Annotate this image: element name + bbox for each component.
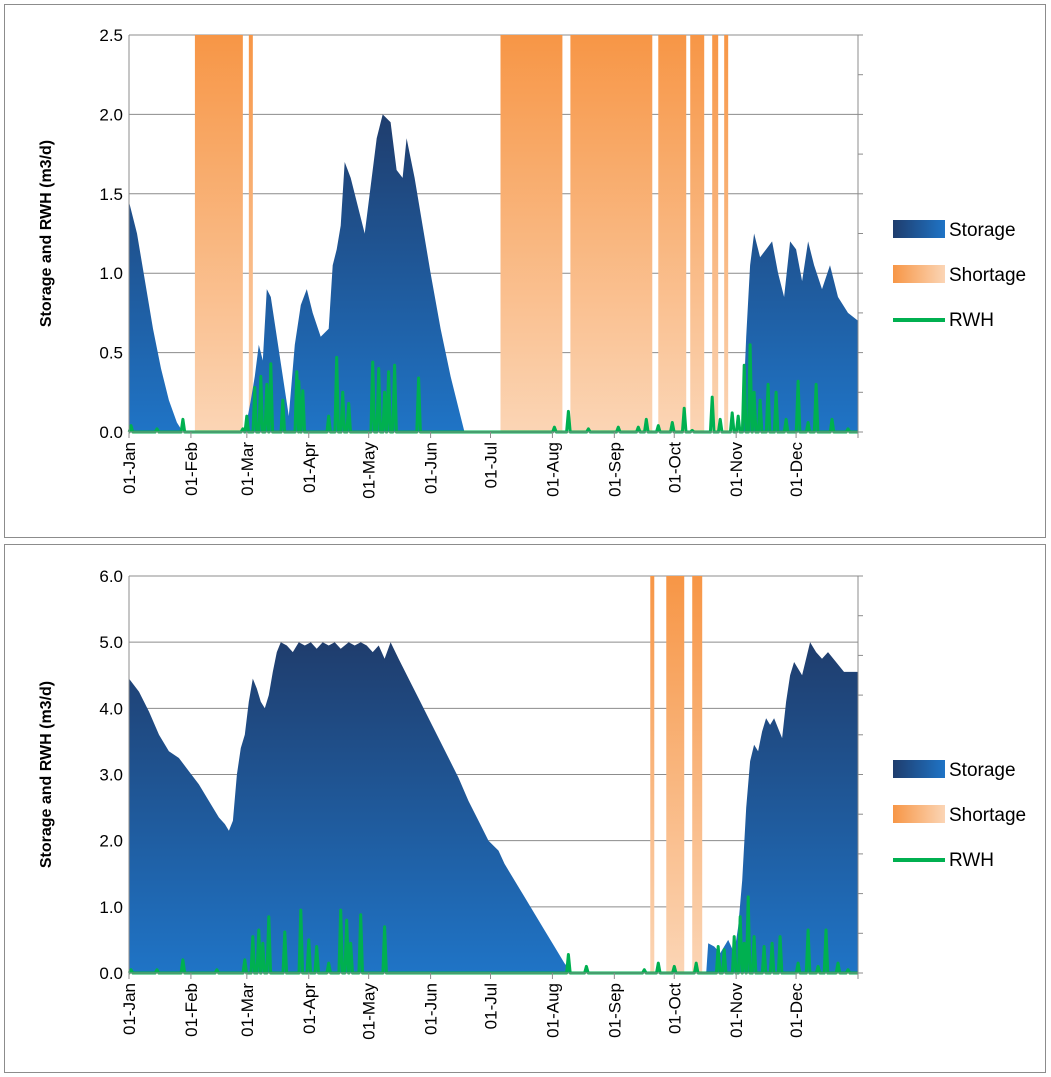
shortage-band — [666, 576, 685, 973]
x-tick-label: 01-Apr — [300, 983, 319, 1034]
shortage-band — [658, 35, 687, 432]
y-tick-label: 1.0 — [99, 264, 123, 283]
x-tick-label: 01-Feb — [182, 983, 201, 1037]
shortage-band — [500, 35, 563, 432]
legend-shortage-label: Shortage — [949, 265, 1026, 286]
x-tick-label: 01-Sep — [605, 983, 624, 1038]
x-tick-label: 01-May — [360, 442, 379, 499]
shortage-band — [248, 35, 253, 432]
y-tick-label: 2.5 — [99, 26, 123, 45]
y-tick-label: 0.0 — [99, 964, 123, 983]
legend-storage-label: Storage — [949, 220, 1016, 241]
x-tick-label: 01-Jul — [482, 442, 501, 488]
bottom-chart-panel: 0.0 1.0 2.0 3.0 4.0 5.0 6.0 01-Jan 01-Feb 01-Mar 0… — [4, 544, 1046, 1073]
legend-shortage-swatch — [893, 805, 945, 823]
y-tick-label: 0.5 — [99, 344, 123, 363]
y-tick-label: 1.5 — [99, 185, 123, 204]
legend-storage-label: Storage — [949, 760, 1016, 781]
y-tick-label: 2.0 — [99, 105, 123, 124]
shortage-band — [712, 35, 719, 432]
top-chart-panel: 0.0 0.5 1.0 1.5 2.0 2.5 01-Jan 01-Feb 01-Mar 01-A… — [4, 4, 1046, 538]
shortage-band — [570, 35, 653, 432]
shortage-band — [692, 576, 703, 973]
shortage-band — [194, 35, 243, 432]
y-tick-label: 3.0 — [99, 766, 123, 785]
y-tick-label: 6.0 — [99, 567, 123, 586]
y-axis-title: Storage and RWH (m3/d) — [38, 681, 55, 868]
rwh-line — [127, 895, 858, 975]
x-tick-label: 01-Jun — [422, 442, 441, 494]
x-tick-label: 01-Nov — [727, 442, 746, 497]
x-tick-label: 01-Mar — [238, 983, 257, 1037]
y-tick-label: 4.0 — [99, 699, 123, 718]
x-tick-label: 01-Jan — [120, 983, 139, 1035]
bottom-chart: 0.0 1.0 2.0 3.0 4.0 5.0 6.0 01-Jan 01-Feb 01-Mar 0… — [38, 567, 1026, 1040]
shortage-band — [650, 576, 655, 973]
x-tick-label: 01-Mar — [238, 442, 257, 496]
y-axis-title: Storage and RWH (m3/d) — [38, 140, 55, 327]
x-tick-label: 01-Feb — [182, 442, 201, 496]
x-tick-label: 01-Dec — [787, 983, 806, 1038]
x-tick-label: 01-Aug — [543, 983, 562, 1038]
legend-rwh-label: RWH — [949, 310, 994, 331]
x-tick-label: 01-Aug — [543, 442, 562, 497]
x-tick-label: 01-Jun — [422, 983, 441, 1035]
y-tick-label: 5.0 — [99, 633, 123, 652]
legend-rwh-label: RWH — [949, 850, 994, 871]
shortage-band — [690, 35, 705, 432]
legend-storage-swatch — [893, 220, 945, 238]
legend-storage-swatch — [893, 760, 945, 778]
x-tick-label: 01-Nov — [727, 983, 746, 1038]
legend-shortage-label: Shortage — [949, 805, 1026, 826]
legend-shortage-swatch — [893, 265, 945, 283]
x-tick-label: 01-Oct — [665, 442, 684, 493]
x-tick-label: 01-Dec — [787, 442, 806, 497]
x-tick-label: 01-May — [360, 983, 379, 1040]
x-tick-label: 01-Jul — [482, 983, 501, 1029]
y-tick-label: 2.0 — [99, 832, 123, 851]
y-tick-label: 0.0 — [99, 423, 123, 442]
storage-area — [129, 642, 858, 973]
x-tick-label: 01-Apr — [300, 442, 319, 493]
y-tick-label: 1.0 — [99, 898, 123, 917]
top-chart: 0.0 0.5 1.0 1.5 2.0 2.5 01-Jan 01-Feb 01-Mar 01-A… — [38, 26, 1026, 499]
shortage-band — [724, 35, 729, 432]
storage-area — [129, 114, 858, 433]
x-tick-label: 01-Oct — [665, 983, 684, 1034]
x-tick-label: 01-Sep — [605, 442, 624, 497]
x-tick-label: 01-Jan — [120, 442, 139, 494]
